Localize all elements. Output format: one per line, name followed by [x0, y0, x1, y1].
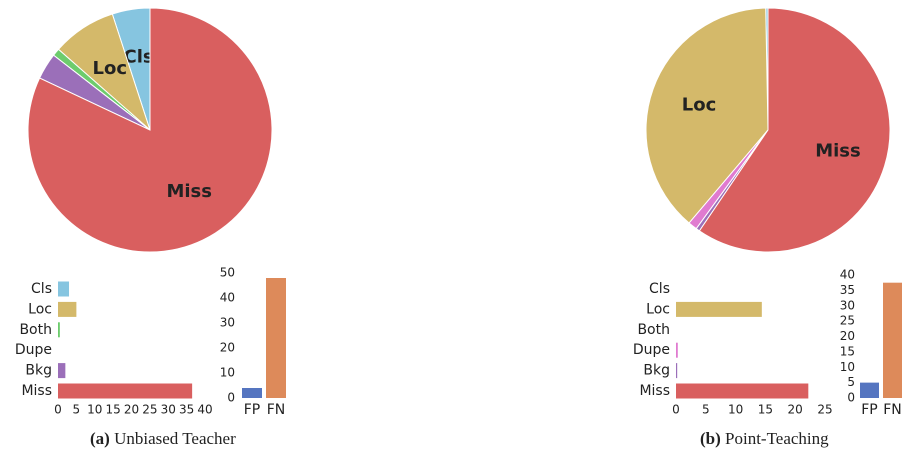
x-tick-label: FN	[883, 402, 902, 418]
x-tick-label: 35	[179, 403, 194, 417]
y-tick-label: 10	[220, 366, 235, 380]
bar	[883, 282, 902, 398]
caption-text: Unbiased Teacher	[114, 429, 236, 448]
x-tick-label: 0	[672, 403, 680, 417]
x-tick-label: 20	[788, 403, 803, 417]
x-tick-label: FP	[861, 402, 878, 418]
y-tick-label: 20	[220, 341, 235, 355]
category-label: Bkg	[25, 363, 52, 379]
bar	[676, 383, 809, 399]
category-label: Loc	[28, 301, 52, 317]
x-tick-label: 15	[758, 403, 773, 417]
category-label: Both	[637, 322, 670, 338]
x-tick-label: 10	[87, 403, 102, 417]
bar	[58, 281, 70, 297]
x-tick-label: FP	[244, 402, 261, 418]
y-tick-label: 20	[840, 329, 855, 343]
category-label: Dupe	[15, 342, 52, 358]
y-tick-label: 30	[220, 316, 235, 330]
y-tick-label: 30	[840, 298, 855, 312]
y-tick-label: 5	[847, 375, 855, 389]
x-tick-label: 20	[124, 403, 139, 417]
pie-slice	[27, 7, 273, 253]
y-tick-label: 40	[220, 291, 235, 305]
bar	[266, 278, 286, 398]
x-tick-label: FN	[267, 402, 286, 418]
slice-label: Loc	[93, 58, 128, 79]
y-tick-label: 50	[220, 266, 235, 280]
x-tick-label: 40	[197, 403, 212, 417]
slice-label: Loc	[682, 94, 717, 115]
bar	[676, 342, 678, 358]
y-tick-label: 0	[227, 391, 235, 405]
caption: (a) Unbiased Teacher	[90, 429, 236, 448]
category-label: Both	[19, 322, 52, 338]
category-label: Cls	[649, 281, 670, 297]
caption-text: Point-Teaching	[725, 429, 829, 448]
bar	[860, 382, 879, 398]
pie-slice	[698, 7, 891, 253]
slice-label: Miss	[166, 181, 212, 202]
bar	[676, 363, 678, 379]
x-tick-label: 15	[105, 403, 120, 417]
y-tick-label: 10	[840, 360, 855, 374]
category-label: Dupe	[633, 342, 670, 358]
x-tick-label: 25	[817, 403, 832, 417]
caption-label: (a)	[90, 429, 110, 448]
category-label: Loc	[646, 301, 670, 317]
y-tick-label: 15	[840, 344, 855, 358]
category-label: Cls	[31, 281, 52, 297]
x-tick-label: 5	[73, 403, 81, 417]
x-tick-label: 5	[702, 403, 710, 417]
y-tick-label: 35	[840, 283, 855, 297]
bar	[58, 363, 66, 379]
x-tick-label: 0	[54, 403, 62, 417]
category-label: Miss	[639, 383, 670, 399]
caption-label: (b)	[700, 429, 721, 448]
category-label: Miss	[21, 383, 52, 399]
caption: (b) Point-Teaching	[700, 429, 829, 448]
slice-label: Cls	[124, 47, 154, 68]
x-tick-label: 10	[728, 403, 743, 417]
bar	[242, 388, 262, 398]
y-tick-label: 0	[847, 391, 855, 405]
bar	[676, 301, 762, 317]
bar	[58, 322, 60, 338]
x-tick-label: 25	[142, 403, 157, 417]
pie-slice	[645, 7, 769, 224]
bar	[58, 301, 77, 317]
category-label: Bkg	[643, 363, 670, 379]
x-tick-label: 30	[161, 403, 176, 417]
y-tick-label: 25	[840, 314, 855, 328]
bar	[58, 383, 193, 399]
y-tick-label: 40	[840, 268, 855, 282]
slice-label: Miss	[815, 141, 861, 162]
